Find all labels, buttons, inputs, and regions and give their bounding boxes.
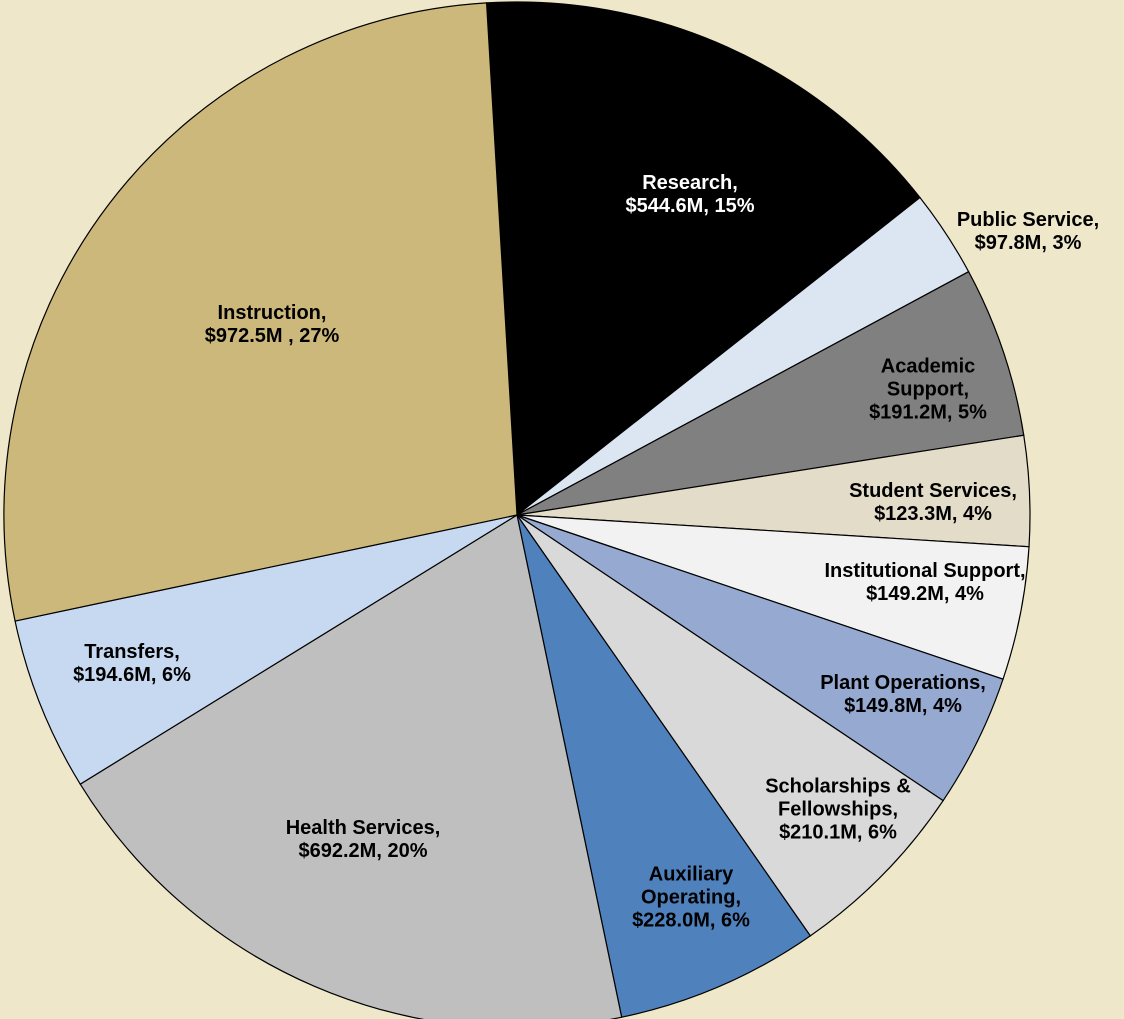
slice-name: Health Services, [285,817,441,839]
slice-name: Institutional Support, [824,560,1026,582]
pie-slice [516,270,1025,516]
slice-name: Academic Support, [880,355,976,401]
slice-name: Transfers, [84,641,180,663]
pie-slice [485,1,921,517]
pie-slice [14,514,518,785]
slice-value: $149.2M, 4% [866,583,984,605]
slice-label: Plant Operations, $149.8M, 4% [753,672,1053,718]
slice-name: Instruction, [217,302,327,324]
slice-label: Academic Support, $191.2M, 5% [843,356,1013,425]
pie-slice [516,514,944,937]
slice-value: $692.2M, 20% [298,840,428,862]
slice-label: Research, $544.6M, 15% [540,172,840,218]
slice-label: Public Service, $97.8M, 3% [918,209,1124,255]
slice-label: Scholarships & Fellowships, $210.1M, 6% [733,776,943,845]
slice-label: Student Services, $123.3M, 4% [783,480,1083,526]
slice-value: $149.8M, 4% [844,695,962,717]
slice-label: Instruction, $972.5M , 27% [122,302,422,348]
slice-value: $97.8M, 3% [974,232,1082,254]
pie-slice [79,514,623,1019]
slice-label: Institutional Support, $149.2M, 4% [765,560,1085,606]
slice-name: Public Service, [956,209,1100,231]
slice-value: $544.6M, 15% [625,195,755,217]
slice-name: Student Services, [849,480,1017,502]
slice-label: Health Services, $692.2M, 20% [213,817,513,863]
slice-value: $123.3M, 4% [874,503,992,525]
slice-value: $210.1M, 6% [779,821,897,844]
slice-label: Auxiliary Operating, $228.0M, 6% [621,864,761,933]
pie-slice [516,514,812,1018]
slice-value: $194.6M, 6% [73,664,191,686]
slice-name: Auxiliary Operating, [640,863,741,909]
slice-value: $191.2M, 5% [869,401,987,424]
slice-name: Scholarships & Fellowships, [765,775,911,821]
slice-name: Plant Operations, [820,672,986,694]
pie-slice [3,2,518,622]
slice-value: $228.0M, 6% [632,909,750,932]
slice-name: Research, [642,172,738,194]
slice-label: Transfers, $194.6M, 6% [22,641,242,687]
slice-value: $972.5M , 27% [204,325,340,347]
